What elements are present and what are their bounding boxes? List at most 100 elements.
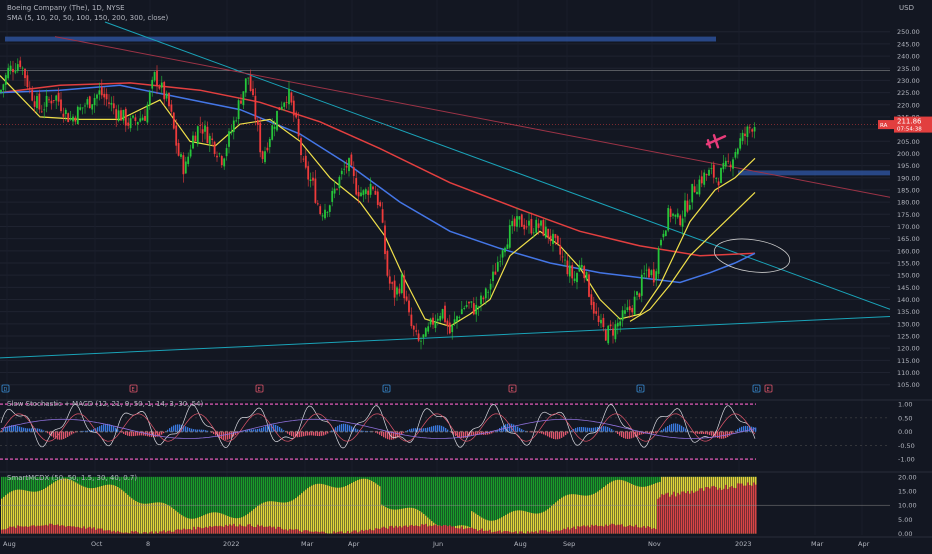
candle-body	[571, 265, 573, 278]
macd-histogram-bar	[673, 423, 674, 431]
sma-100-line	[0, 85, 755, 282]
macd-histogram-bar	[595, 427, 596, 431]
macd-histogram-bar	[733, 432, 734, 433]
macd-histogram-bar	[699, 432, 700, 434]
macd-histogram-bar	[287, 432, 288, 434]
mcdx-red-bar	[453, 526, 455, 533]
candle-body	[514, 219, 516, 227]
candle-body	[327, 212, 329, 213]
price-axis-tick: 195.00	[897, 162, 920, 170]
candle-body	[139, 118, 141, 121]
mcdx-red-bar	[125, 532, 127, 533]
candle-body	[324, 210, 326, 218]
mcdx-yellow-bar	[145, 504, 147, 534]
macd-histogram-bar	[23, 428, 24, 432]
candle-body	[94, 98, 96, 105]
time-axis-tick: Sep	[563, 540, 575, 548]
candle-body	[346, 166, 348, 167]
candle-body	[547, 229, 549, 238]
mcdx-red-bar	[413, 526, 415, 534]
candle-body	[39, 94, 41, 110]
candle-body	[487, 292, 489, 293]
candle-body	[562, 257, 564, 258]
mcdx-red-bar	[303, 530, 305, 533]
macd-histogram-bar	[717, 432, 718, 438]
mcdx-red-bar	[583, 525, 585, 533]
mcdx-red-bar	[489, 530, 491, 534]
mcdx-red-bar	[191, 530, 193, 534]
mcdx-red-bar	[375, 528, 377, 533]
mcdx-red-bar	[691, 491, 693, 534]
candle-body	[10, 66, 12, 71]
mcdx-red-bar	[277, 527, 279, 534]
macd-histogram-bar	[621, 432, 622, 437]
mcdx-red-bar	[27, 527, 29, 534]
mcdx-red-bar	[745, 486, 747, 534]
candle-body	[111, 103, 113, 105]
mcdx-red-bar	[73, 526, 75, 533]
macd-histogram-bar	[447, 430, 448, 432]
mcdx-red-bar	[97, 529, 99, 534]
mcdx-red-bar	[203, 528, 205, 534]
candle-body	[406, 296, 408, 300]
mcdx-yellow-bar	[375, 483, 377, 533]
mcdx-yellow-bar	[171, 507, 173, 533]
candle-body	[449, 323, 451, 334]
candle-body	[545, 227, 547, 238]
macd-histogram-bar	[407, 430, 408, 432]
mcdx-red-bar	[233, 524, 235, 534]
macd-histogram-bar	[15, 425, 16, 431]
candle-body	[36, 96, 38, 108]
mcdx-red-bar	[297, 529, 299, 533]
macd-histogram-bar	[655, 432, 656, 433]
mcdx-red-bar	[695, 491, 697, 533]
mcdx-red-bar	[589, 527, 591, 533]
price-axis-tick: 170.00	[897, 223, 920, 231]
mcdx-yellow-bar	[513, 511, 515, 533]
candle-body	[699, 180, 701, 195]
mcdx-red-bar	[211, 527, 213, 534]
mcdx-red-bar	[273, 527, 275, 534]
macd-histogram-bar	[229, 432, 230, 439]
macd-histogram-bar	[615, 432, 616, 433]
mcdx-yellow-bar	[353, 482, 355, 534]
osc-axis-tick: -1.00	[898, 456, 915, 464]
macd-histogram-bar	[99, 426, 100, 432]
macd-histogram-bar	[675, 423, 676, 431]
macd-histogram-bar	[561, 432, 562, 438]
mcdx-red-bar	[445, 525, 447, 533]
mcdx-red-bar	[35, 526, 37, 533]
macd-histogram-bar	[17, 426, 18, 432]
mcdx-red-bar	[611, 524, 613, 534]
macd-histogram-bar	[571, 430, 572, 431]
mcdx-yellow-bar	[363, 479, 365, 534]
candle-body	[629, 306, 631, 310]
macd-histogram-bar	[367, 431, 368, 432]
mcdx-red-bar	[7, 528, 9, 533]
macd-histogram-bar	[629, 432, 630, 439]
candle-body	[163, 82, 165, 99]
macd-histogram-bar	[649, 432, 650, 434]
mcdx-red-bar	[85, 529, 87, 534]
macd-histogram-bar	[279, 427, 280, 432]
macd-histogram-bar	[529, 432, 530, 433]
candle-body	[135, 117, 137, 121]
mcdx-red-bar	[387, 529, 389, 534]
candle-body	[305, 156, 307, 168]
macd-histogram-bar	[47, 432, 48, 434]
candle-body	[636, 291, 638, 295]
macd-histogram-bar	[495, 431, 496, 432]
mcdx-red-bar	[155, 531, 157, 533]
mcdx-yellow-bar	[67, 479, 69, 534]
candle-body	[48, 99, 50, 100]
macd-histogram-bar	[523, 430, 524, 431]
macd-histogram-bar	[123, 432, 124, 434]
mcdx-red-bar	[415, 525, 417, 533]
mcdx-yellow-bar	[149, 503, 151, 533]
event-marker-label: E	[511, 387, 514, 393]
candle-body	[307, 166, 309, 179]
candle-body	[267, 148, 269, 151]
candle-body	[180, 154, 182, 157]
candle-body	[574, 279, 576, 281]
